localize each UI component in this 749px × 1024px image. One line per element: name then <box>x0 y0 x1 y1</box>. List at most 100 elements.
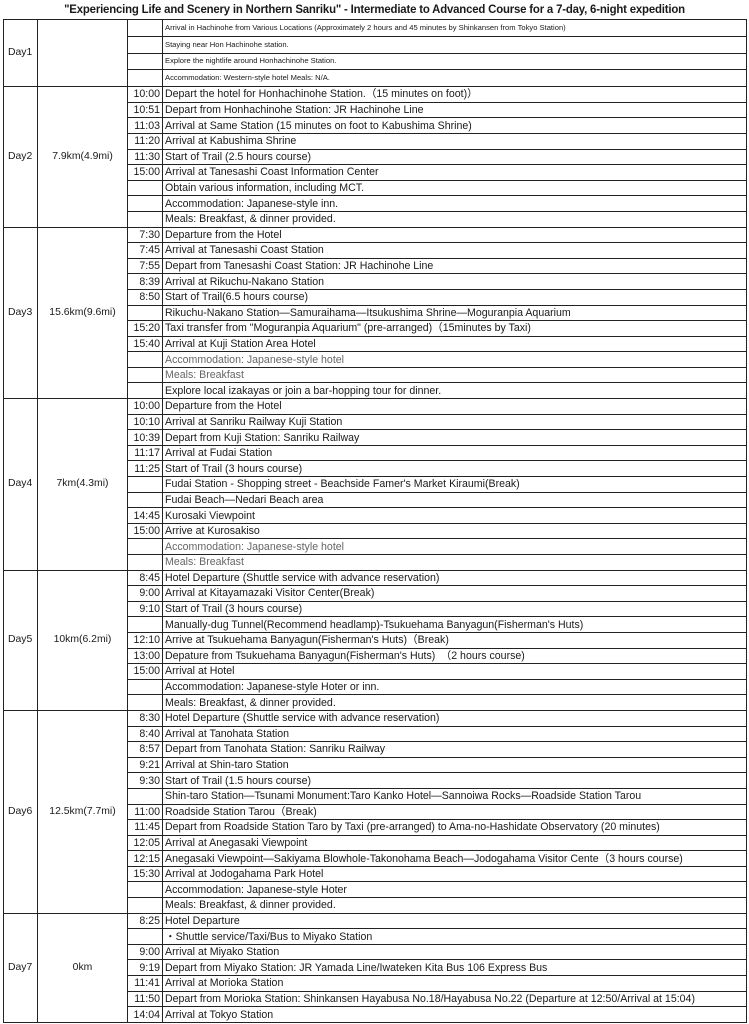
time-cell <box>127 928 163 945</box>
day-distance: 12.5km(7.7mi) <box>37 709 128 914</box>
activity-cell: Depart from Tanohata Station: Sanriku Ra… <box>162 741 747 758</box>
time-cell: 8:50 <box>127 288 163 306</box>
activity-cell: Arrival at Rikuchu-Nakano Station <box>162 273 747 290</box>
itinerary-row: 10:10 Arrival at Sanriku Railway Kuji Sta… <box>4 413 747 431</box>
activity-cell: Anegasaki Viewpoint—Sakiyama Blowhole-Ta… <box>162 850 747 867</box>
activity-cell: Arrival at Morioka Station <box>162 975 747 992</box>
time-cell <box>127 538 163 555</box>
time-cell: 8:57 <box>127 741 163 758</box>
activity-cell: Accommodation: Western-style hotel Meals… <box>162 69 747 88</box>
day-distance: 7km(4.3mi) <box>37 398 128 571</box>
time-cell: 11:41 <box>127 975 163 992</box>
itinerary-row: 12:10 Arrive at Tsukuehama Banyagun(Fishe… <box>4 631 747 649</box>
time-cell: 14:04 <box>127 1006 163 1023</box>
activity-cell: Arrival at Fudai Station <box>162 444 747 462</box>
time-cell: 12:15 <box>127 850 163 867</box>
time-cell: 11:45 <box>127 819 163 836</box>
activity-cell: Depart from Tanesashi Coast Station: JR … <box>162 257 747 275</box>
itinerary-row: 9:19 Depart from Miyako Station: JR Yamad… <box>4 959 747 977</box>
activity-cell: Explore the nightlife around Honhachinoh… <box>162 52 747 71</box>
time-cell: 12:05 <box>127 834 163 852</box>
itinerary-row: Day3 15.6km(9.6mi) 7:30 Departure from the … <box>3 226 747 400</box>
activity-cell: Arrival at Anegasaki Viewpoint <box>162 834 747 852</box>
time-cell: 12:10 <box>127 631 163 649</box>
itinerary-row: Day5 10km(6.2mi) 8:45 Hotel Departure (Shut… <box>3 569 747 711</box>
activity-cell: Depart from Morioka Station: Shinkansen … <box>162 990 747 1008</box>
day-label: Day6 <box>3 709 38 914</box>
day-distance: 0km <box>37 912 128 1023</box>
day-distance: 7.9km(4.9mi) <box>37 86 128 228</box>
itinerary-row: Fudai Beach—Nedari Beach area <box>4 491 747 509</box>
itinerary-row: 14:04 Arrival at Tokyo Station <box>4 1006 747 1023</box>
activity-cell: Meals: Breakfast <box>162 366 747 384</box>
time-cell: 10:39 <box>127 429 163 446</box>
activity-cell: Accommodation: Japanese-style hotel <box>162 351 747 368</box>
activity-cell: Fudai Beach—Nedari Beach area <box>162 491 747 509</box>
activity-cell: Depart from Roadside Station Taro by Tax… <box>162 819 747 836</box>
activity-cell: Start of Trail(6.5 hours course) <box>162 288 747 306</box>
itinerary-row: 11:30 Start of Trail (2.5 hours course) <box>4 148 747 166</box>
time-cell: 15:20 <box>127 320 163 337</box>
time-cell <box>127 476 163 493</box>
activity-cell: Arrival at Hotel <box>162 663 747 680</box>
itinerary-body: Day1 Arrival in Hachinohe from Various Lo… <box>3 18 747 1023</box>
activity-cell: Accommodation: Japanese-style Hoter or i… <box>162 678 747 696</box>
itinerary-row: Day4 7km(4.3mi) 10:00 Departure from the Ho… <box>3 398 747 571</box>
itinerary-row: Meals: Breakfast <box>4 554 747 571</box>
activity-cell: Arrival at Jodogahama Park Hotel <box>162 865 747 883</box>
day-label: Day4 <box>3 398 38 571</box>
time-cell: 7:30 <box>127 226 163 244</box>
activity-cell: Arrival at Tanesashi Coast Information C… <box>162 164 747 181</box>
time-cell: 9:21 <box>127 756 163 774</box>
itinerary-row: 11:20 Arrival at Kabushima Shrine <box>4 132 747 150</box>
itinerary-row: Accommodation: Japanese-style Hoter or i… <box>4 678 747 696</box>
activity-cell: Arrival at Miyako Station <box>162 943 747 961</box>
activity-cell: Meals: Breakfast <box>162 554 747 571</box>
activity-cell: Start of Trail (2.5 hours course) <box>162 148 747 166</box>
day-label: Day1 <box>3 18 38 88</box>
time-cell: 8:30 <box>127 709 163 727</box>
time-cell <box>127 351 163 368</box>
day-label: Day2 <box>3 86 38 228</box>
time-cell <box>127 616 163 633</box>
activity-cell: Depart from Kuji Station: Sanriku Railwa… <box>162 429 747 446</box>
activity-cell: Arrival at Sanriku Railway Kuji Station <box>162 413 747 431</box>
time-cell: 10:00 <box>127 398 163 415</box>
activity-cell: Rikuchu-Nakano Station—Samuraihama—Itsuk… <box>162 304 747 322</box>
activity-cell: Hotel Departure <box>162 912 747 930</box>
activity-cell: Hotel Departure (Shuttle service with ad… <box>162 569 747 587</box>
time-cell: 9:19 <box>127 959 163 977</box>
time-cell <box>127 19 163 37</box>
time-cell: 10:00 <box>127 86 163 103</box>
activity-cell: Accommodation: Japanese-style inn. <box>162 195 747 212</box>
activity-cell: Arrival at Tokyo Station <box>162 1006 747 1023</box>
itinerary-row: 8:39 Arrival at Rikuchu-Nakano Station <box>4 273 747 290</box>
time-cell <box>127 554 163 571</box>
time-cell: 8:45 <box>127 569 163 587</box>
activity-cell: Arrival in Hachinohe from Various Locati… <box>162 19 747 37</box>
itinerary-row: 13:00 Depature from Tsukuehama Banyagun(F… <box>4 647 747 665</box>
time-cell <box>127 179 163 197</box>
time-cell: 10:51 <box>127 101 163 119</box>
itinerary-row: Explore local izakayas or join a bar-hop… <box>4 382 747 400</box>
time-cell: 8:40 <box>127 725 163 743</box>
activity-cell: Fudai Station - Shopping street - Beachs… <box>162 476 747 493</box>
time-cell <box>127 881 163 899</box>
time-cell: 9:10 <box>127 600 163 618</box>
itinerary-row: 8:50 Start of Trail(6.5 hours course) <box>4 288 747 306</box>
time-cell: 9:00 <box>127 585 163 602</box>
time-cell: 11:20 <box>127 132 163 150</box>
itinerary-row: Meals: Breakfast, & dinner provided. <box>4 210 747 228</box>
activity-cell: Meals: Breakfast, & dinner provided. <box>162 210 747 228</box>
activity-cell: Accommodation: Japanese-style Hoter <box>162 881 747 899</box>
itinerary-row: Manually-dug Tunnel(Recommend headlamp)-… <box>4 616 747 633</box>
activity-cell: Roadside Station Tarou（Break) <box>162 803 747 821</box>
time-cell: 11:30 <box>127 148 163 166</box>
time-cell: 15:30 <box>127 865 163 883</box>
time-cell: 13:00 <box>127 647 163 665</box>
activity-cell: Arrival at Shin-taro Station <box>162 756 747 774</box>
day-distance: 10km(6.2mi) <box>37 569 128 711</box>
time-cell: 14:45 <box>127 507 163 524</box>
time-cell: 11:00 <box>127 803 163 821</box>
time-cell: 11:03 <box>127 117 163 134</box>
